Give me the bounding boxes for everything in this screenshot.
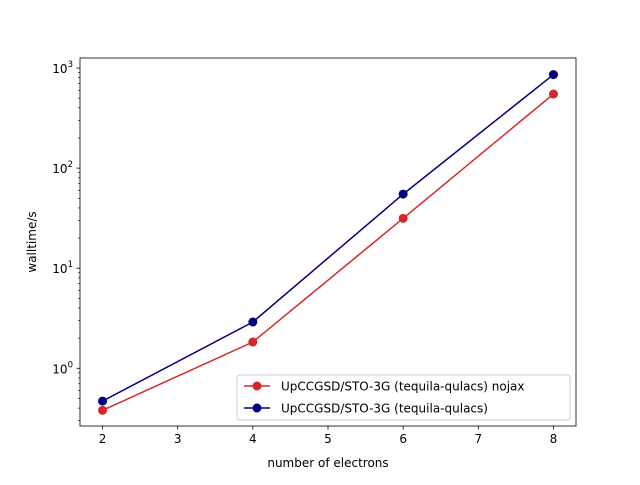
series-1-point-0 xyxy=(98,396,108,406)
legend: UpCCGSD/STO-3G (tequila-qulacs) nojax UpC… xyxy=(236,374,571,421)
y-tick-label-0: 100 xyxy=(52,360,73,376)
series-line-0 xyxy=(102,93,554,412)
x-tick-label-0: 2 xyxy=(99,432,107,446)
series-1-point-3 xyxy=(548,70,558,80)
y-tick-label-3: 103 xyxy=(52,60,73,76)
axes-layer: 2 3 4 5 6 7 8 100 101 102 103 xyxy=(52,57,577,446)
series-0-point-1 xyxy=(248,337,258,347)
series-0-point-3 xyxy=(548,89,558,99)
x-tick-label-5: 7 xyxy=(474,432,482,446)
y-axis-title: walltime/s xyxy=(25,211,39,272)
legend-marker-1 xyxy=(252,403,262,413)
series-0-point-0 xyxy=(98,405,108,415)
x-tick-label-2: 4 xyxy=(249,432,257,446)
y-tick-label-2: 102 xyxy=(52,160,73,176)
plot-layer xyxy=(98,70,558,415)
legend-box xyxy=(236,374,571,421)
series-line-1 xyxy=(102,74,554,402)
axes-frame xyxy=(79,57,577,427)
legend-label-1: UpCCGSD/STO-3G (tequila-qulacs) xyxy=(281,402,488,416)
legend-label-0: UpCCGSD/STO-3G (tequila-qulacs) nojax xyxy=(281,380,525,394)
x-axis-title: number of electrons xyxy=(267,456,388,470)
legend-marker-0 xyxy=(252,381,262,391)
series-0-point-2 xyxy=(398,213,408,223)
x-tick-label-3: 5 xyxy=(324,432,332,446)
y-tick-label-1: 101 xyxy=(52,260,73,276)
series-1-point-2 xyxy=(398,189,408,199)
x-tick-label-1: 3 xyxy=(174,432,182,446)
series-1-point-1 xyxy=(248,317,258,327)
x-tick-label-6: 8 xyxy=(550,432,558,446)
x-tick-label-4: 6 xyxy=(399,432,407,446)
